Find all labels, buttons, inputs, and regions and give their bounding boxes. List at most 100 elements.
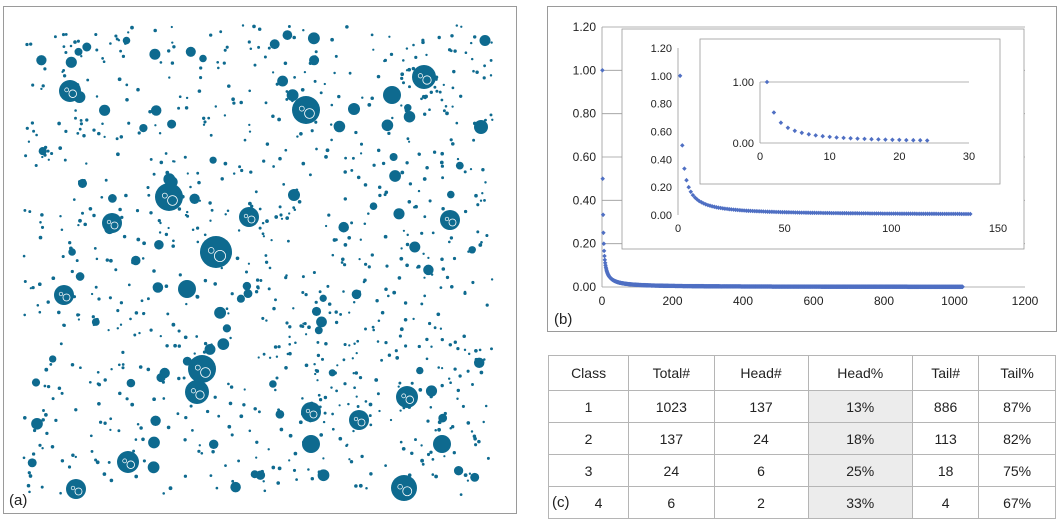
dot xyxy=(40,213,44,217)
dot xyxy=(477,439,481,444)
dot xyxy=(209,474,213,477)
dot xyxy=(470,57,474,61)
dot xyxy=(230,292,234,296)
circle xyxy=(405,395,414,404)
circle xyxy=(208,439,219,450)
dot xyxy=(115,137,119,141)
dot xyxy=(372,328,376,332)
dot xyxy=(185,96,189,100)
dot xyxy=(71,453,75,458)
dot xyxy=(443,455,446,458)
dot xyxy=(344,156,347,160)
dot xyxy=(376,340,380,343)
dot xyxy=(437,427,441,432)
cell-class: 2 xyxy=(547,422,630,455)
circle xyxy=(247,215,256,224)
panel-label-c: (c) xyxy=(552,494,570,511)
dot xyxy=(27,140,31,143)
main-x-tick-label: 400 xyxy=(733,294,753,308)
circle xyxy=(468,246,476,254)
dot xyxy=(288,342,292,346)
dot xyxy=(197,89,202,93)
circle xyxy=(161,192,168,199)
dot xyxy=(146,297,150,301)
cell-head-count: 24 xyxy=(713,422,809,455)
dot xyxy=(485,303,489,307)
dot xyxy=(248,123,251,127)
dot xyxy=(324,155,328,159)
dot xyxy=(249,47,253,50)
dot xyxy=(451,142,455,146)
dot xyxy=(404,344,408,348)
dot xyxy=(455,24,459,27)
dot xyxy=(342,290,345,293)
inset1-x-tick-label: 100 xyxy=(882,223,900,235)
dot xyxy=(451,86,455,90)
dot xyxy=(301,290,305,295)
dot xyxy=(400,104,403,107)
circle xyxy=(99,104,111,116)
circle xyxy=(351,289,362,300)
circle xyxy=(307,32,320,45)
dot xyxy=(189,185,192,189)
dot xyxy=(129,317,132,321)
dot xyxy=(228,401,233,406)
dot xyxy=(327,302,332,306)
dot xyxy=(158,132,162,135)
inset2-y-tick-label: 1.00 xyxy=(733,77,754,89)
dot xyxy=(58,146,63,150)
circle xyxy=(147,461,160,474)
dot xyxy=(209,219,212,222)
dot xyxy=(282,183,286,186)
dot xyxy=(208,201,212,205)
dot xyxy=(29,287,32,290)
dot xyxy=(74,116,77,120)
dot xyxy=(183,438,187,442)
main-x-tick-label: 1200 xyxy=(1012,294,1039,308)
dot xyxy=(67,465,72,469)
dot xyxy=(292,468,297,472)
dot xyxy=(261,316,265,320)
dot xyxy=(64,50,68,55)
dot xyxy=(447,48,452,52)
dot xyxy=(406,233,409,237)
dot xyxy=(225,307,229,311)
dot xyxy=(242,403,246,407)
main-point xyxy=(600,176,605,181)
main-x-tick-label: 800 xyxy=(874,294,894,308)
dot xyxy=(412,43,415,47)
dot xyxy=(45,431,49,436)
circle xyxy=(189,193,200,204)
cell-tail-percent: 75% xyxy=(978,454,1056,487)
dot xyxy=(50,151,54,156)
dot xyxy=(167,226,170,230)
dot xyxy=(256,286,260,290)
dot xyxy=(70,269,74,274)
dot xyxy=(139,426,143,430)
inset1-x-tick-label: 0 xyxy=(675,223,681,235)
dot xyxy=(297,199,302,204)
dot xyxy=(343,170,347,174)
dot xyxy=(455,121,459,125)
dot xyxy=(319,91,323,95)
dot xyxy=(254,190,258,194)
dot xyxy=(195,335,199,338)
dot xyxy=(414,55,418,59)
panel-label-b: (b) xyxy=(554,311,573,328)
dot xyxy=(240,168,244,173)
circle xyxy=(200,367,211,378)
dot xyxy=(29,42,33,46)
dot xyxy=(166,312,170,316)
dot xyxy=(377,319,381,322)
cell-class: 3 xyxy=(547,454,630,487)
dot xyxy=(484,118,487,122)
dot xyxy=(288,351,292,356)
cell-total: 137 xyxy=(628,422,715,455)
dot xyxy=(389,418,393,422)
dot xyxy=(77,313,81,316)
dot xyxy=(140,299,144,303)
circle xyxy=(275,409,285,419)
dot xyxy=(403,318,408,322)
dot xyxy=(448,343,453,347)
circle xyxy=(75,272,85,281)
